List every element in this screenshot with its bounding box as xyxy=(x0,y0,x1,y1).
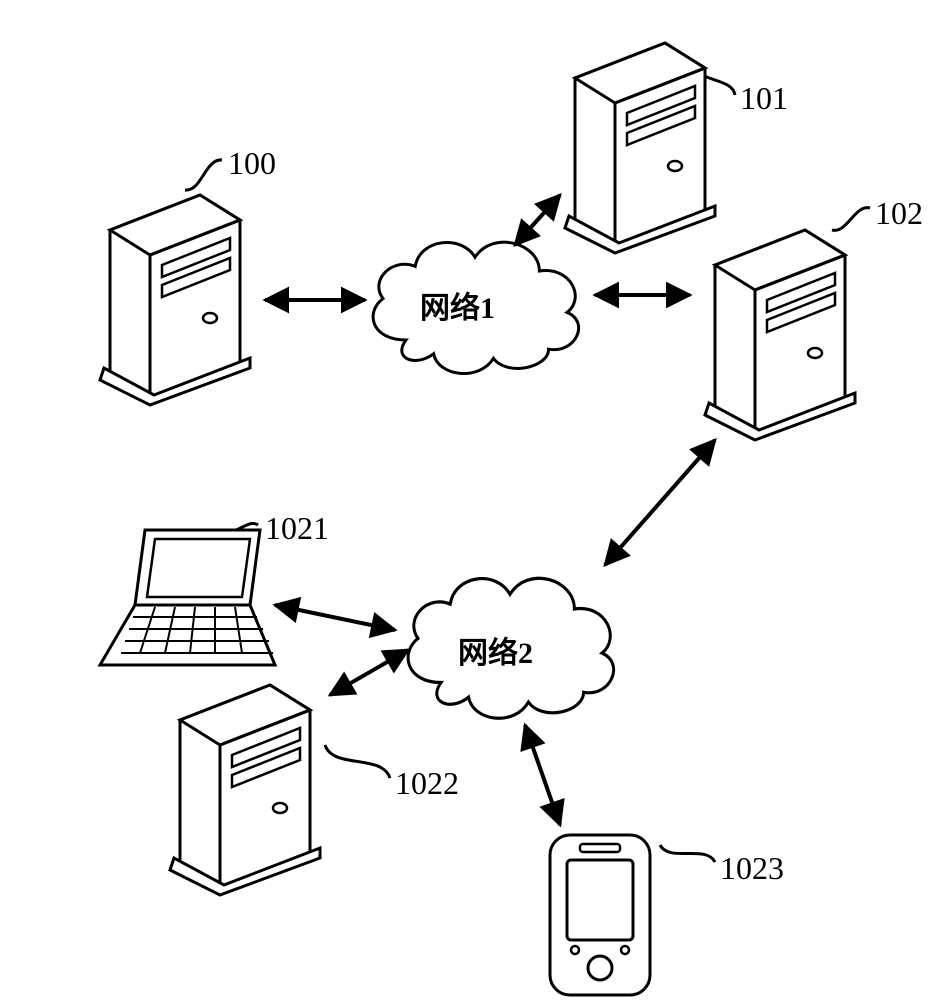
ref-label-1021: 1021 xyxy=(265,510,329,547)
ref-label-1022: 1022 xyxy=(395,765,459,802)
cloud-2-label: 网络2 xyxy=(458,628,533,672)
cloud-1-label: 网络1 xyxy=(420,283,495,327)
ref-label-101: 101 xyxy=(740,80,788,117)
phone-icon xyxy=(550,835,650,995)
server-icon xyxy=(705,230,855,440)
laptop-icon xyxy=(100,530,275,665)
server-icon xyxy=(565,43,715,253)
ref-label-102: 102 xyxy=(875,195,923,232)
server-icon xyxy=(170,685,320,895)
ref-label-1023: 1023 xyxy=(720,850,784,887)
ref-label-100: 100 xyxy=(228,145,276,182)
server-icon xyxy=(100,195,250,405)
diagram-canvas xyxy=(0,0,934,1000)
